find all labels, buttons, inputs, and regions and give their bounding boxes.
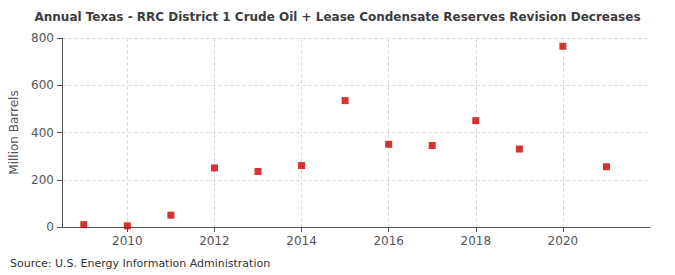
svg-text:600: 600 [31,78,54,92]
svg-text:2010: 2010 [112,234,143,248]
svg-text:400: 400 [31,126,54,140]
svg-text:800: 800 [31,31,54,45]
svg-text:2018: 2018 [461,234,492,248]
svg-text:2020: 2020 [548,234,579,248]
svg-text:Million Barrels: Million Barrels [7,90,21,174]
svg-text:2012: 2012 [199,234,230,248]
svg-text:200: 200 [31,173,54,187]
svg-text:0: 0 [46,220,54,234]
svg-text:Source: U.S. Energy Informatio: Source: U.S. Energy Information Administ… [10,257,270,270]
svg-text:2014: 2014 [286,234,317,248]
svg-text:2016: 2016 [373,234,404,248]
svg-text:Annual Texas - RRC District 1: Annual Texas - RRC District 1 Crude Oil … [34,10,640,24]
